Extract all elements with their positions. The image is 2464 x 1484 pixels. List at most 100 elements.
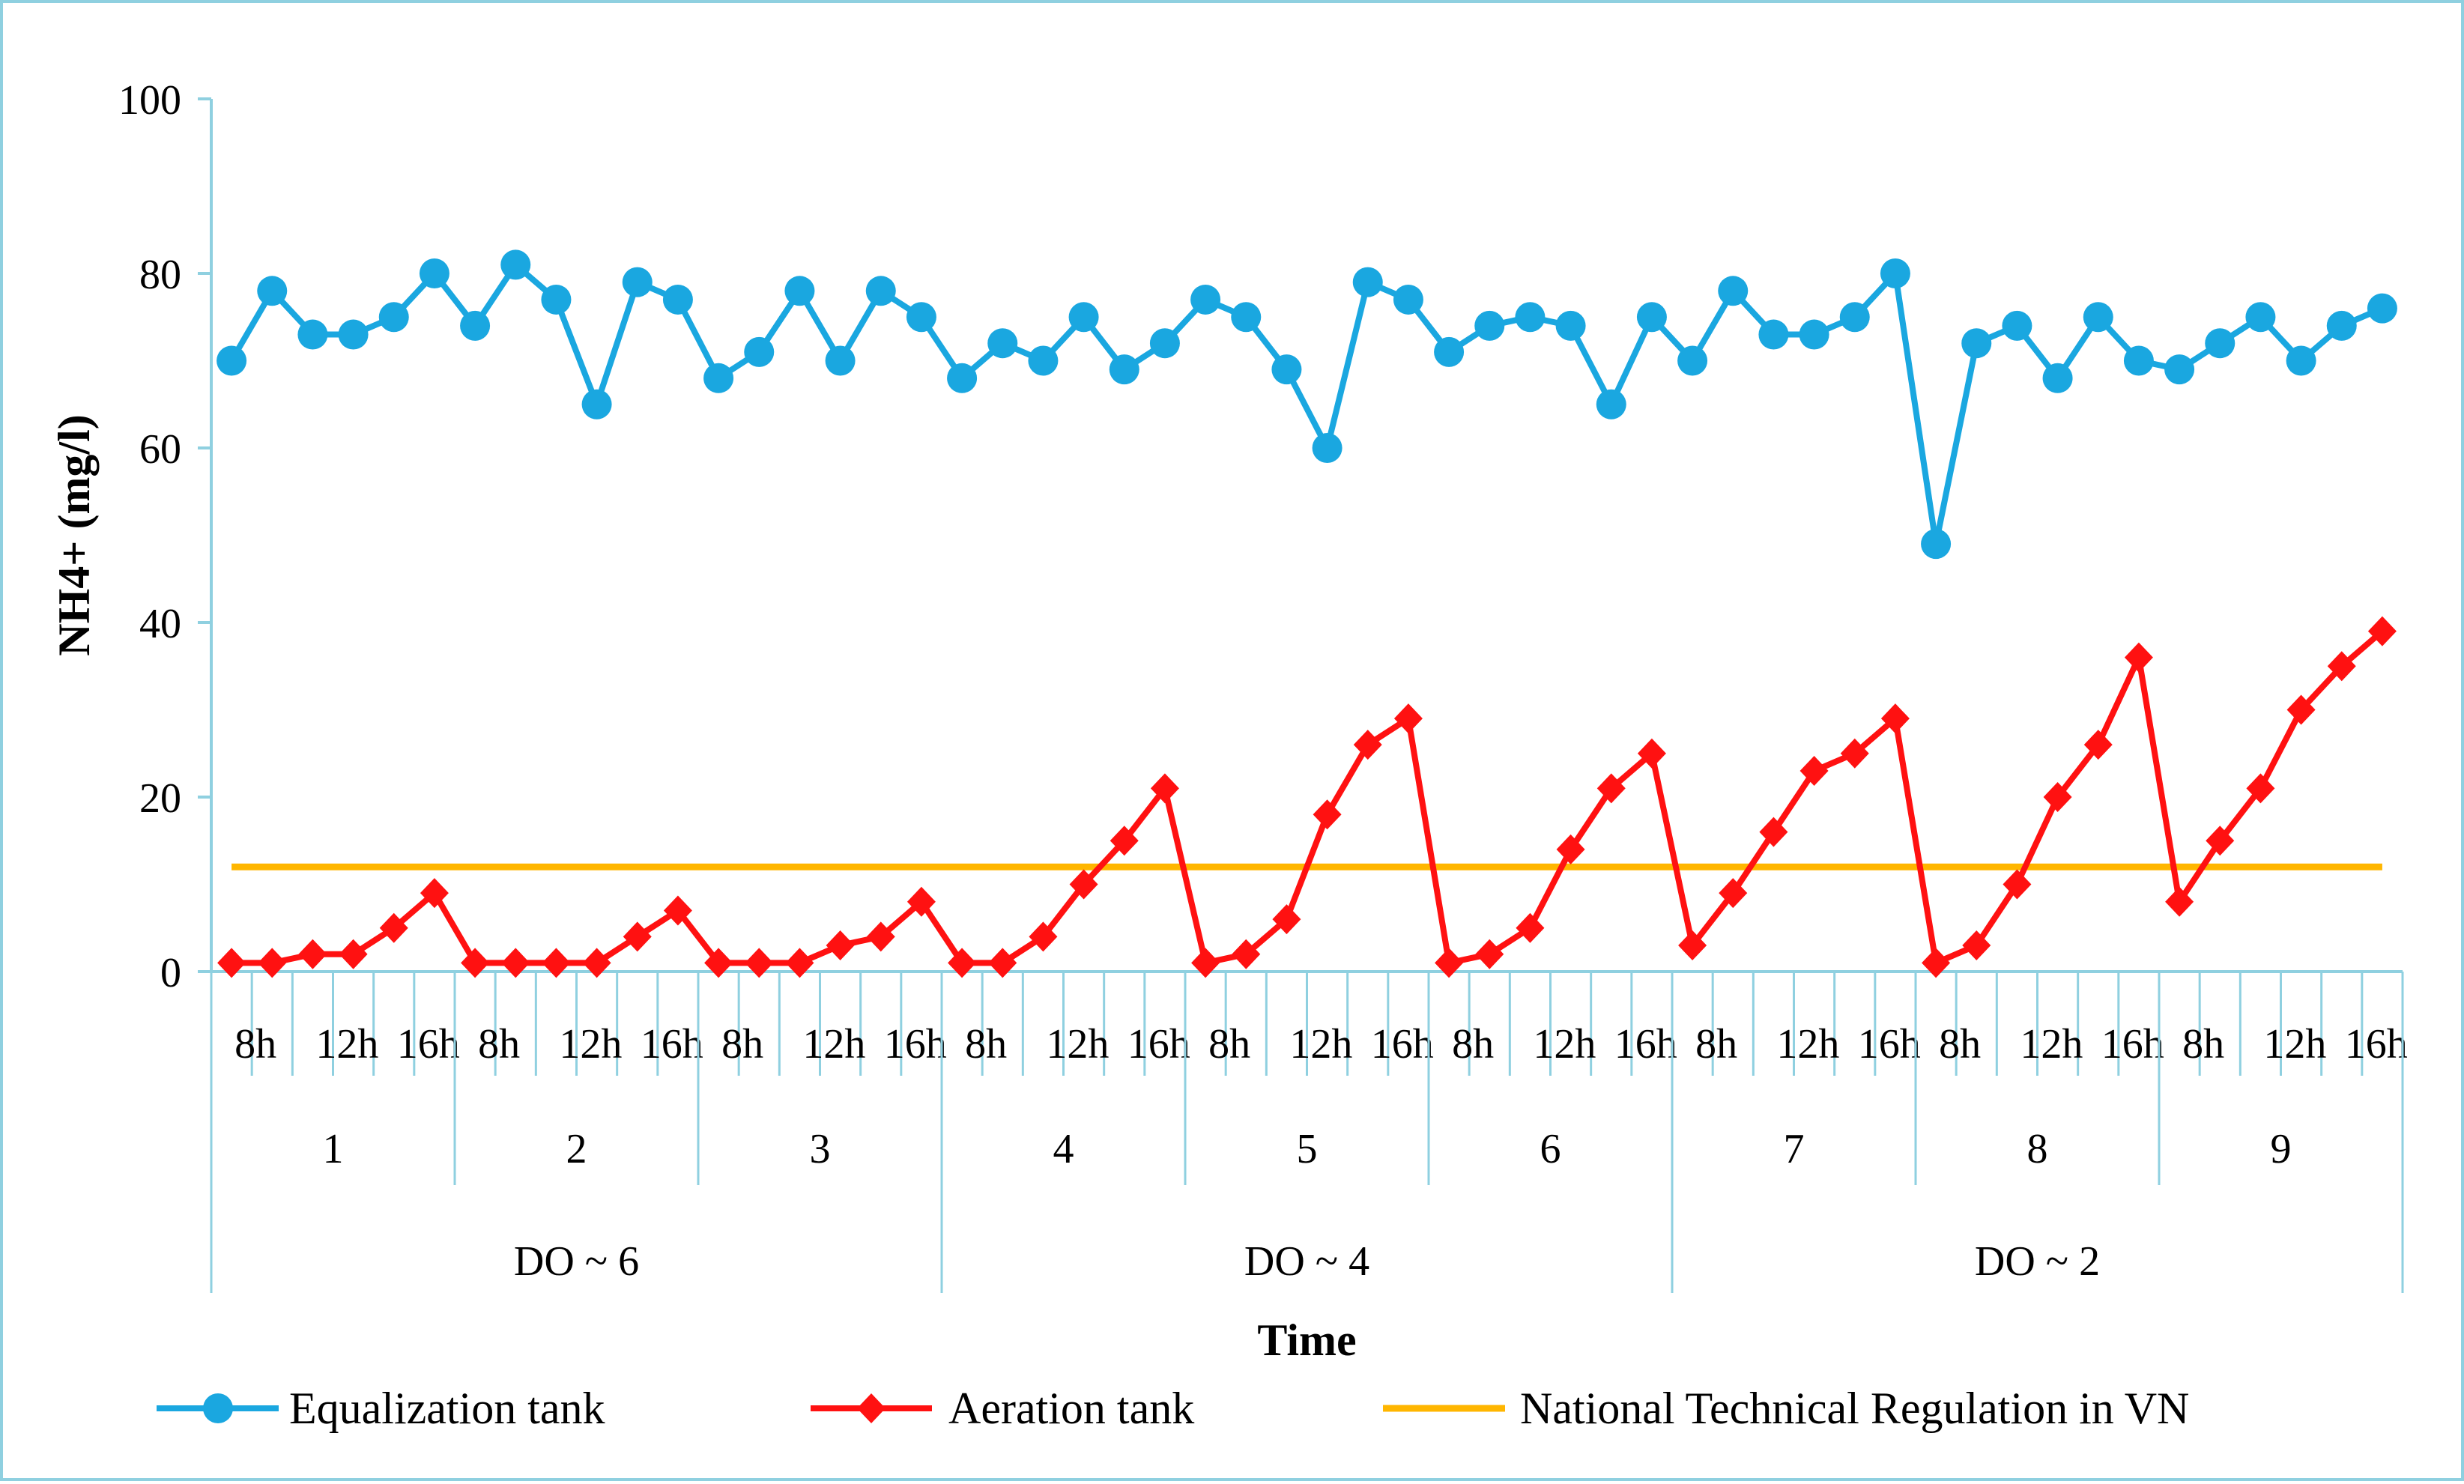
equalization-tank-point <box>1312 433 1343 463</box>
equalization-tank-point <box>1474 310 1505 341</box>
aeration-tank-point <box>1272 904 1301 935</box>
do-group-label: DO ~ 2 <box>1975 1238 2100 1285</box>
equalization-tank-point <box>297 319 328 350</box>
equalization-tank-point <box>1758 319 1789 350</box>
aeration-tank-point <box>2165 886 2194 917</box>
day-label: 8 <box>2027 1126 2048 1172</box>
equalization-tank-series <box>217 249 2397 560</box>
aeration-tank-series <box>217 616 2397 978</box>
aeration-tank-point <box>379 912 408 943</box>
y-axis-title: NH4+ (mg/l) <box>49 414 99 655</box>
hour-tick-label: 16h <box>1614 1021 1677 1067</box>
y-tick-label: 60 <box>139 426 181 473</box>
legend-regulation-label: National Technical Regulation in VN <box>1520 1384 2189 1433</box>
hour-tick-label: 16h <box>1371 1021 1434 1067</box>
hour-tick-label: 8h <box>478 1021 520 1067</box>
day-label: 7 <box>1784 1126 1805 1172</box>
equalization-tank-point <box>2326 310 2357 341</box>
equalization-tank-point <box>1271 354 1302 385</box>
aeration-tank-point <box>2206 826 2235 856</box>
equalization-tank-point <box>865 276 896 306</box>
aeration-tank-point <box>2003 869 2032 900</box>
hour-tick-label: 12h <box>802 1021 865 1067</box>
equalization-tank-point <box>338 319 369 350</box>
aeration-tank-point <box>704 948 733 978</box>
equalization-tank-point <box>1880 258 1910 288</box>
hour-tick-label: 16h <box>1127 1021 1190 1067</box>
aeration-tank-point <box>1393 703 1423 734</box>
aeration-tank-point <box>623 921 652 952</box>
aeration-tank-point <box>948 948 977 978</box>
aeration-tank-point <box>1799 756 1829 787</box>
hour-tick-label: 12h <box>559 1021 622 1067</box>
aeration-tank-point <box>1435 948 1464 978</box>
equalization-tank-point <box>1149 328 1180 359</box>
aeration-tank-point <box>745 948 774 978</box>
hour-tick-label: 16h <box>884 1021 947 1067</box>
axes: 0 20 40 60 80 100 NH4+ (mg/l) 8h 12h 16h 8h 12h 16h 8… <box>49 77 2408 1365</box>
equalization-tank-point <box>1231 302 1262 333</box>
aeration-tank-point <box>501 948 530 978</box>
y-tick-label: 20 <box>139 775 181 822</box>
equalization-tank-point <box>1190 284 1221 315</box>
legend-aeration-marker <box>857 1393 886 1423</box>
aeration-tank-point <box>2043 782 2072 812</box>
day-label: 1 <box>323 1126 344 1172</box>
equalization-tank-point <box>703 363 734 393</box>
aeration-tank-point <box>1232 939 1261 969</box>
aeration-tank-point <box>1029 921 1058 952</box>
equalization-tank-point <box>2002 310 2032 341</box>
nh4-line-chart: 0 20 40 60 80 100 NH4+ (mg/l) 8h 12h 16h 8h 12h 16h 8… <box>49 77 2408 1433</box>
equalization-tank-point <box>2286 345 2316 376</box>
hour-tick-label: 16h <box>397 1021 460 1067</box>
aeration-tank-point <box>906 886 936 917</box>
day-label: 4 <box>1053 1126 1074 1172</box>
aeration-tank-point <box>1150 773 1179 804</box>
hour-tick-label: 8h <box>234 1021 276 1067</box>
equalization-tank-point <box>1961 328 1992 359</box>
equalization-tank-point <box>257 276 288 306</box>
legend-aeration-label: Aeration tank <box>948 1384 1194 1433</box>
day-label: 5 <box>1297 1126 1318 1172</box>
equalization-tank-point <box>2123 345 2154 376</box>
hour-tick-label: 12h <box>2263 1021 2326 1067</box>
hour-tick-label: 8h <box>1695 1021 1737 1067</box>
aeration-tank-point <box>826 930 855 961</box>
hour-tick-label: 12h <box>315 1021 378 1067</box>
equalization-tank-point <box>1434 336 1465 367</box>
equalization-tank-point <box>500 249 531 280</box>
hour-tick-label: 8h <box>965 1021 1007 1067</box>
equalization-tank-point <box>2205 328 2236 359</box>
equalization-tank-point <box>744 336 775 367</box>
equalization-tank-point <box>1839 302 1870 333</box>
aeration-tank-point <box>1475 939 1504 969</box>
do-group-label: DO ~ 4 <box>1244 1238 1369 1285</box>
equalization-tank-point <box>2042 363 2073 393</box>
aeration-tank-point <box>1596 773 1626 804</box>
equalization-tank-point <box>1515 302 1546 333</box>
aeration-tank-point <box>1759 817 1788 847</box>
equalization-tank-point <box>2164 354 2195 385</box>
day-label: 3 <box>810 1126 831 1172</box>
aeration-tank-point <box>461 948 490 978</box>
aeration-tank-point <box>1922 948 1951 978</box>
equalization-tank-point <box>1555 310 1586 341</box>
hour-tick-label: 8h <box>1452 1021 1494 1067</box>
hour-tick-label: 12h <box>1533 1021 1596 1067</box>
equalization-tank-point <box>217 345 247 376</box>
day-label: 2 <box>566 1126 587 1172</box>
equalization-tank-point <box>1109 354 1139 385</box>
equalization-tank-point <box>1028 345 1059 376</box>
equalization-tank-point <box>2083 302 2113 333</box>
aeration-tank-point <box>1516 912 1545 943</box>
equalization-tank-point <box>825 345 856 376</box>
aeration-tank-point <box>542 948 571 978</box>
aeration-tank-point <box>866 921 895 952</box>
hour-tick-label: 16h <box>2345 1021 2408 1067</box>
legend: Equalization tank Aeration tank National T… <box>157 1384 2189 1433</box>
hour-tick-label: 8h <box>2182 1021 2224 1067</box>
equalization-tank-point <box>1718 276 1749 306</box>
aeration-tank-point <box>298 939 327 969</box>
aeration-tank-point <box>1353 730 1382 760</box>
y-tick-label: 80 <box>139 252 181 298</box>
